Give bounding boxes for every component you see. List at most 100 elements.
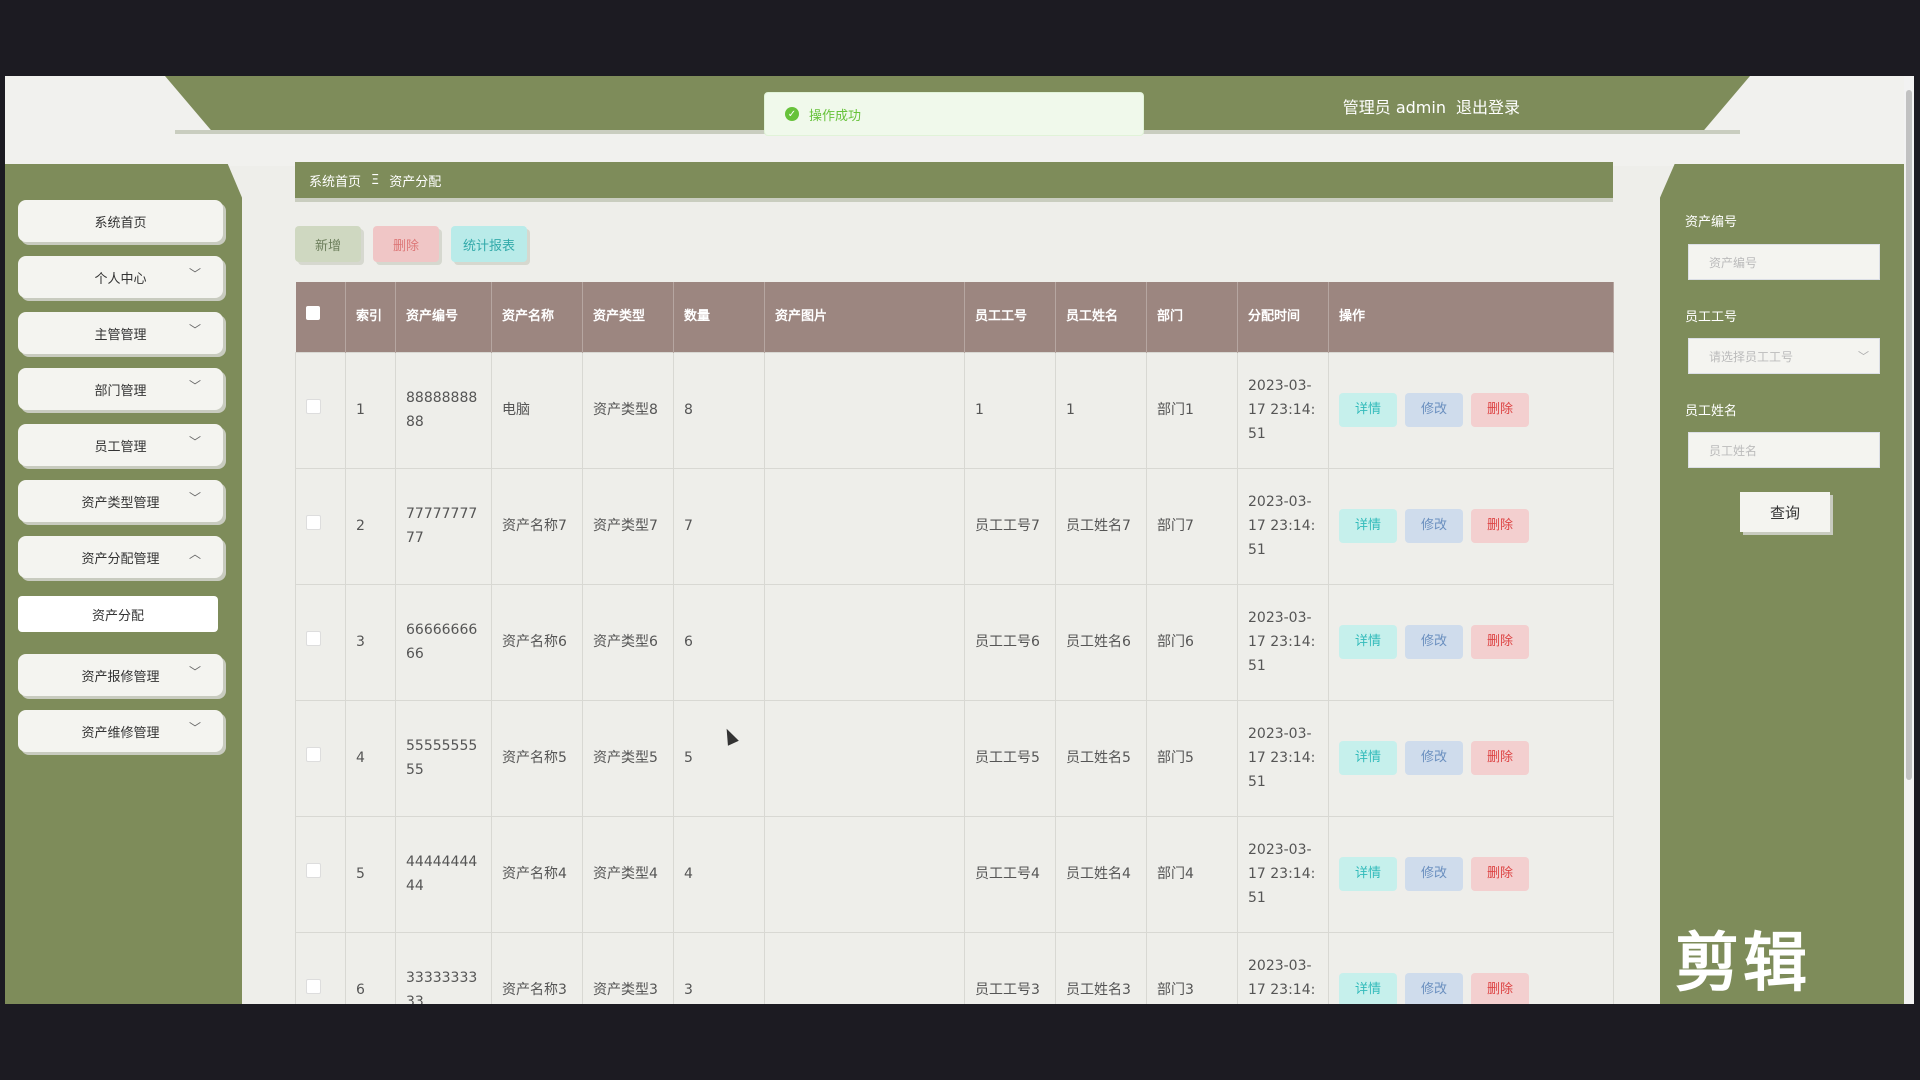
- col-asset-image: 资产图片: [764, 282, 965, 352]
- row-select-cell: [295, 351, 346, 469]
- sidebar-item[interactable]: 资产维修管理 ﹀: [18, 710, 223, 752]
- detail-button[interactable]: 详情: [1339, 625, 1397, 659]
- cell-asset-image: [764, 467, 965, 585]
- success-toast: ✓ 操作成功: [764, 92, 1144, 136]
- cell-time: 2023-03-17 23:14:51: [1237, 931, 1329, 1004]
- chevron-icon: ﹀: [188, 721, 201, 735]
- row-checkbox[interactable]: [306, 631, 321, 646]
- cell-quantity: 3: [673, 931, 765, 1004]
- col-emp-name: 员工姓名: [1055, 282, 1147, 352]
- sidebar-item-label: 系统首页: [94, 215, 147, 231]
- select-all-checkbox[interactable]: [305, 305, 320, 320]
- cell-asset-name: 电脑: [491, 351, 583, 469]
- cell-actions: 详情 修改 删除: [1328, 467, 1614, 585]
- emp-no-select[interactable]: 请选择员工工号 ﹀: [1688, 338, 1880, 374]
- table-row: 1 8888888888 电脑 资产类型8 8 1 1 部门1 2023-03-17 23:14…: [295, 351, 1614, 469]
- row-delete-button[interactable]: 删除: [1471, 857, 1529, 891]
- watermark-text: 剪辑: [1675, 927, 1811, 1001]
- sidebar-item[interactable]: 资产报修管理 ﹀: [18, 654, 223, 696]
- detail-button[interactable]: 详情: [1339, 741, 1397, 775]
- delete-button[interactable]: 删除: [373, 226, 439, 262]
- add-button[interactable]: 新增: [295, 226, 361, 262]
- table-row: 5 4444444444 资产名称4 资产类型4 4 员工工号4 员工姓名4 部门4 2023-…: [295, 815, 1614, 933]
- edit-button[interactable]: 修改: [1405, 741, 1463, 775]
- row-delete-button[interactable]: 删除: [1471, 509, 1529, 543]
- asset-no-input[interactable]: 资产编号: [1688, 244, 1880, 280]
- sidebar-item-label: 资产分配管理: [81, 551, 160, 567]
- detail-button[interactable]: 详情: [1339, 857, 1397, 891]
- cell-asset-no: 4444444444: [395, 815, 492, 933]
- edit-button[interactable]: 修改: [1405, 973, 1463, 1004]
- sidebar-item[interactable]: 主管管理 ﹀: [18, 312, 223, 354]
- report-button[interactable]: 统计报表: [451, 226, 527, 262]
- row-select-cell: [295, 815, 346, 933]
- breadcrumb: 系统首页 Ξ 资产分配: [295, 162, 1613, 202]
- row-checkbox[interactable]: [306, 979, 321, 994]
- row-checkbox[interactable]: [306, 747, 321, 762]
- cell-emp-no: 员工工号5: [964, 699, 1056, 817]
- emp-name-input[interactable]: 员工姓名: [1688, 432, 1880, 468]
- query-button[interactable]: 查询: [1740, 492, 1830, 532]
- breadcrumb-current: 资产分配: [389, 174, 442, 190]
- cell-asset-name: 资产名称6: [491, 583, 583, 701]
- sidebar-item[interactable]: 系统首页: [18, 200, 223, 242]
- logout-link[interactable]: 退出登录: [1455, 98, 1520, 117]
- edit-button[interactable]: 修改: [1405, 625, 1463, 659]
- cell-asset-image: [764, 815, 965, 933]
- chevron-icon: ﹀: [188, 267, 201, 281]
- sidebar-subitem-asset-assign[interactable]: 资产分配: [18, 596, 218, 632]
- detail-button[interactable]: 详情: [1339, 393, 1397, 427]
- row-checkbox[interactable]: [306, 863, 321, 878]
- cell-index: 5: [345, 815, 396, 933]
- toast-message: 操作成功: [809, 108, 862, 124]
- edit-button[interactable]: 修改: [1405, 393, 1463, 427]
- cell-time: 2023-03-17 23:14:51: [1237, 583, 1329, 701]
- cell-actions: 详情 修改 删除: [1328, 351, 1614, 469]
- scrollbar[interactable]: [1904, 76, 1914, 1004]
- chevron-icon: ﹀: [188, 491, 201, 505]
- cell-emp-name: 员工姓名4: [1055, 815, 1147, 933]
- col-quantity: 数量: [673, 282, 765, 352]
- cell-emp-name: 员工姓名3: [1055, 931, 1147, 1004]
- row-select-cell: [295, 467, 346, 585]
- emp-no-placeholder: 请选择员工工号: [1709, 349, 1794, 364]
- breadcrumb-home[interactable]: 系统首页: [309, 174, 362, 190]
- sidebar-item[interactable]: 员工管理 ﹀: [18, 424, 223, 466]
- table-row: 4 5555555555 资产名称5 资产类型5 5 员工工号5 员工姓名5 部门5 2023-…: [295, 699, 1614, 817]
- sidebar-item-label: 员工管理: [94, 439, 147, 455]
- row-select-cell: [295, 583, 346, 701]
- sidebar-item[interactable]: 个人中心 ﹀: [18, 256, 223, 298]
- edit-button[interactable]: 修改: [1405, 857, 1463, 891]
- cell-dept: 部门3: [1146, 931, 1238, 1004]
- cell-index: 6: [345, 931, 396, 1004]
- cell-asset-name: 资产名称3: [491, 931, 583, 1004]
- row-delete-button[interactable]: 删除: [1471, 973, 1529, 1004]
- cell-time: 2023-03-17 23:14:51: [1237, 815, 1329, 933]
- row-delete-button[interactable]: 删除: [1471, 625, 1529, 659]
- scrollbar-thumb[interactable]: [1906, 90, 1912, 780]
- detail-button[interactable]: 详情: [1339, 509, 1397, 543]
- sidebar-item[interactable]: 资产分配管理 ︿: [18, 536, 223, 578]
- detail-button[interactable]: 详情: [1339, 973, 1397, 1004]
- col-asset-type: 资产类型: [582, 282, 674, 352]
- row-delete-button[interactable]: 删除: [1471, 393, 1529, 427]
- cell-dept: 部门4: [1146, 815, 1238, 933]
- row-checkbox[interactable]: [306, 515, 321, 530]
- cell-quantity: 4: [673, 815, 765, 933]
- search-panel: [1660, 164, 1904, 1004]
- cell-asset-no: 7777777777: [395, 467, 492, 585]
- cell-emp-name: 员工姓名5: [1055, 699, 1147, 817]
- cell-dept: 部门1: [1146, 351, 1238, 469]
- edit-button[interactable]: 修改: [1405, 509, 1463, 543]
- cell-asset-type: 资产类型3: [582, 931, 674, 1004]
- row-checkbox[interactable]: [306, 399, 321, 414]
- cell-index: 2: [345, 467, 396, 585]
- cell-emp-no: 1: [964, 351, 1056, 469]
- sidebar-item-label: 部门管理: [94, 383, 147, 399]
- col-index: 索引: [345, 282, 396, 352]
- col-asset-name: 资产名称: [491, 282, 583, 352]
- sidebar-item[interactable]: 部门管理 ﹀: [18, 368, 223, 410]
- row-delete-button[interactable]: 删除: [1471, 741, 1529, 775]
- emp-name-label: 员工姓名: [1685, 404, 1738, 419]
- sidebar-item[interactable]: 资产类型管理 ﹀: [18, 480, 223, 522]
